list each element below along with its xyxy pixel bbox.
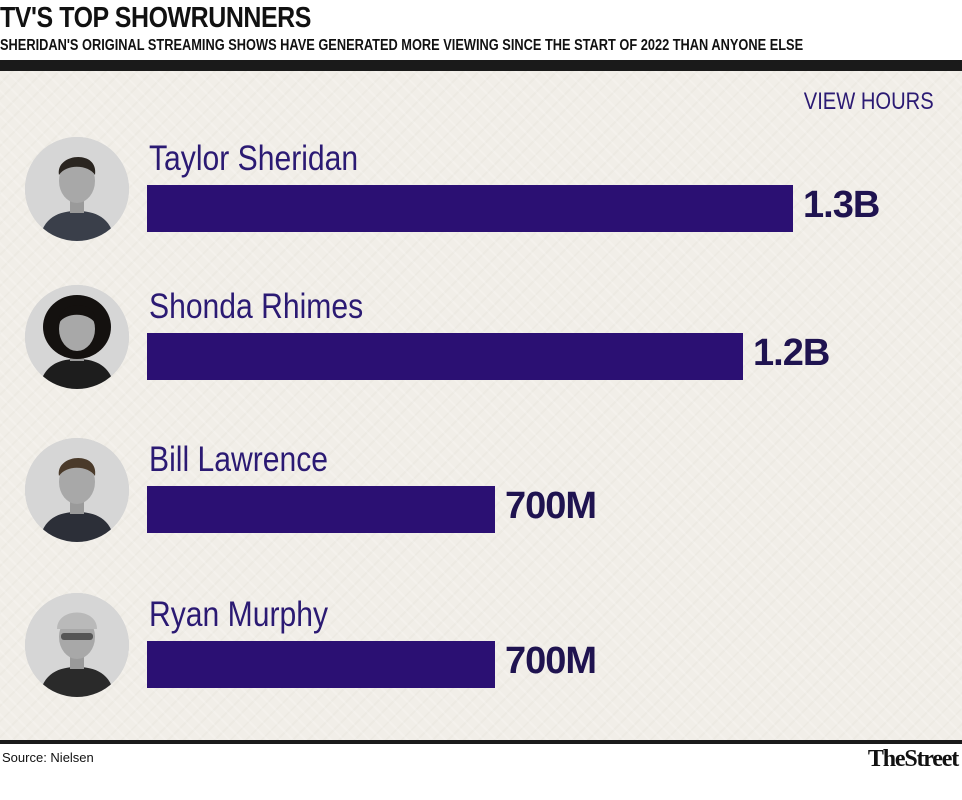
bar bbox=[147, 486, 495, 533]
source-note: Source: Nielsen bbox=[2, 750, 94, 765]
bar bbox=[147, 641, 495, 688]
category-label: Shonda Rhimes bbox=[149, 287, 364, 326]
unit-label: VIEW HOURS bbox=[804, 88, 934, 115]
category-label: Ryan Murphy bbox=[149, 595, 329, 634]
bar bbox=[147, 333, 743, 380]
footer-divider bbox=[0, 740, 962, 744]
chart-subtitle: SHERIDAN'S ORIGINAL STREAMING SHOWS HAVE… bbox=[0, 37, 804, 54]
category-label: Bill Lawrence bbox=[149, 440, 329, 479]
bar bbox=[147, 185, 793, 232]
chart-header: TV'S TOP SHOWRUNNERS SHERIDAN'S ORIGINAL… bbox=[0, 0, 962, 60]
data-label: 1.2B bbox=[753, 332, 830, 374]
data-label: 700M bbox=[505, 485, 597, 527]
thestreet-logo: TheStreet bbox=[867, 746, 959, 772]
header-divider bbox=[0, 60, 962, 71]
ryan-murphy-headshot-icon bbox=[25, 593, 129, 697]
chart-title: TV'S TOP SHOWRUNNERS bbox=[0, 2, 311, 34]
taylor-sheridan-headshot-icon bbox=[25, 137, 129, 241]
data-label: 1.3B bbox=[803, 184, 880, 226]
data-label: 700M bbox=[505, 640, 597, 682]
chart-panel bbox=[0, 71, 962, 741]
bill-lawrence-headshot-icon bbox=[25, 438, 129, 542]
category-label: Taylor Sheridan bbox=[149, 139, 359, 178]
shonda-rhimes-headshot-icon bbox=[25, 285, 129, 389]
